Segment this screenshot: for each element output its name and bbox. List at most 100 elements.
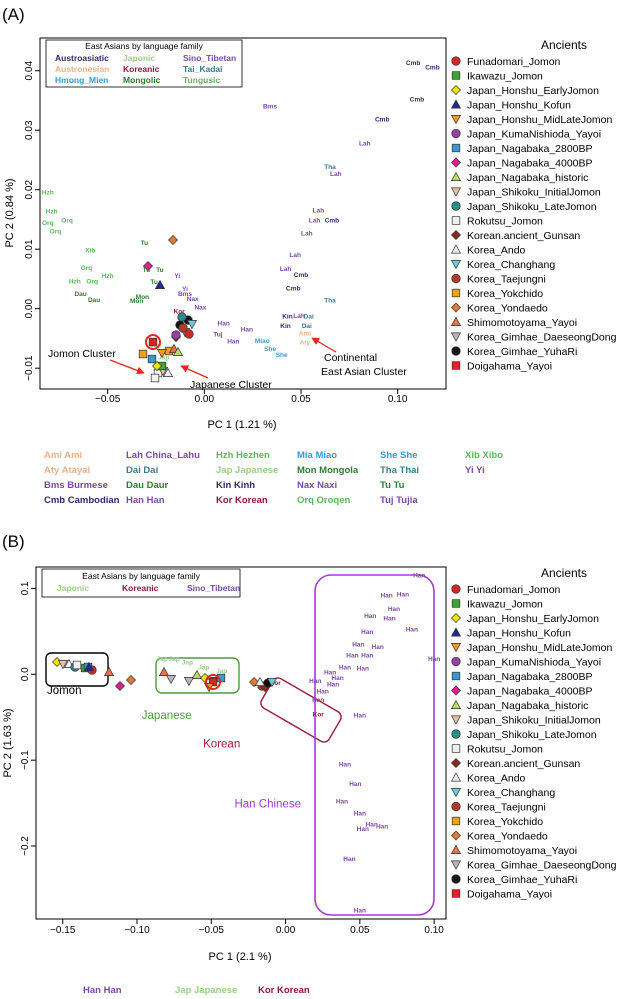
population-label-hzh: Hzh	[42, 190, 54, 197]
legend-marker-shimomotoyama-yayoi	[450, 316, 462, 326]
legend-marker-korea-ando	[450, 772, 462, 782]
panel-a-axes: −0.05 0.00 0.05 0.10 −0.01 0.00 0.01 0.02 0.03 0.…	[24, 61, 408, 405]
legend-marker-korean-ancient-gunsan	[451, 230, 461, 240]
legend-marker-japan-shikoku-initialjomon	[450, 187, 462, 197]
key-han-han: Han Han	[126, 495, 165, 506]
population-label-han: Han	[354, 907, 366, 914]
marker-japan-shikoku-initialjomon	[57, 660, 69, 670]
population-label-jap: Jap	[216, 668, 227, 675]
legend-marker-japan-honshu-midlatejomon	[450, 115, 462, 125]
marker-korea-yondaedo	[168, 235, 178, 245]
panel-a-highlight-circle	[145, 334, 161, 350]
marker-korea-taejungni	[178, 323, 188, 333]
legend-item-japan-nagabaka-historic: Japan_Nagabaka_historic	[467, 700, 588, 712]
population-label-xib: Xib	[85, 247, 95, 254]
population-label-hzh: Hzh	[69, 278, 81, 285]
marker-japan-nagabaka-historic	[191, 669, 203, 679]
legend-item-rokutsu-jomon: Rokutsu_Jomon	[467, 216, 543, 228]
marker-korea-ando	[254, 676, 266, 686]
population-label-cmb: Cmb	[286, 285, 300, 292]
legend-family-austronesian: Austronesian	[55, 64, 109, 74]
panel-a-y-axis-title: PC 2 (0.84 %)	[4, 178, 16, 247]
y-tick-label: −0.2	[20, 836, 31, 856]
legend-marker-korea-changhang	[450, 260, 462, 270]
population-label-kor: Kor	[174, 309, 186, 316]
cluster-label-korean: Korean	[203, 738, 240, 750]
population-label-lah: Lah	[280, 266, 292, 273]
panel-b-ancient-markers	[52, 657, 278, 693]
legend-item-korea-gimhae-daeseongdong: Korea_Gimhae_DaeseongDong	[467, 332, 617, 344]
y-tick-label: 0.02	[24, 180, 35, 200]
panel-b-axes: −0.15 −0.10 −0.05 0.00 0.05 0.10 −0.2 −0.1 0.0 0.…	[20, 581, 444, 936]
marker-japan-nagabaka-4000bp	[115, 681, 125, 691]
marker-korea-gimhae-daeseongdong	[165, 675, 177, 685]
population-label-cmb: Cmb	[406, 60, 420, 67]
legend-marker-korea-gimhae-daeseongdong	[450, 860, 462, 870]
legend-marker-japan-honshu-midlatejomon	[450, 643, 462, 653]
legend-item-japan-kumanishioda-yayoi: Japan_KumaNishioda_Yayoi	[467, 657, 601, 669]
legend-marker-japan-nagabaka-historic	[450, 699, 462, 709]
panel-a-legend-box	[45, 39, 243, 88]
legend-marker-japan-nagabaka-2800bp	[451, 143, 461, 153]
legend-marker-funadomari-jomon	[451, 584, 461, 594]
x-tick-label: 0.05	[291, 394, 311, 405]
legend-marker-shimomotoyama-yayoi	[450, 844, 462, 854]
legend-marker-korea-yondaedo	[451, 302, 461, 313]
x-tick-label: 0.00	[195, 394, 215, 405]
legend-marker-rokutsu-jomon	[451, 216, 461, 225]
marker-korea-changhang	[186, 320, 198, 330]
y-tick-label: 0.03	[24, 120, 35, 140]
population-label-han: Han	[339, 664, 351, 671]
marker-japan-nagabaka-historic	[172, 346, 184, 356]
legend-item-korea-gimhae-yuhari: Korea_Gimhae_YuhaRi	[467, 874, 577, 886]
population-label-tu: Tu	[143, 267, 150, 274]
key-jap-japanese: Jap Japanese	[175, 985, 237, 996]
population-label-cmb: Cmb	[325, 218, 339, 225]
ancients-legend-title: Ancients	[541, 566, 587, 580]
panel-a-legend-title: East Asians by language family	[85, 41, 203, 51]
population-label-han: Han	[397, 591, 409, 598]
legend-item-korea-yondaedo: Korea_Yondaedo	[467, 831, 548, 843]
marker-japan-honshu-kofun	[154, 279, 166, 289]
marker-korea-ando	[162, 367, 174, 377]
marker-shimomotoyama-yayoi	[103, 666, 115, 676]
population-label-han: Han	[366, 822, 378, 829]
annotation-japanese-cluster: Japanese Cluster	[190, 379, 272, 391]
legend-marker-korea-yokchido	[451, 288, 461, 298]
x-tick-label: 0.00	[276, 925, 296, 936]
annotation-continental: Continental	[324, 352, 377, 364]
panel-a-plot-frame	[39, 37, 447, 390]
panel-b-highlight-circle	[205, 674, 221, 690]
x-tick-label: −0.15	[50, 925, 76, 936]
legend-marker-japan-shikoku-initialjomon	[450, 715, 462, 725]
legend-item-funadomari-jomon: Funadomari_Jomon	[467, 56, 561, 68]
legend-item-korea-ando: Korea_Ando	[467, 773, 526, 785]
x-tick-label: −0.10	[124, 925, 150, 936]
cluster-label-han-chinese: Han Chinese	[234, 798, 300, 810]
key-mia-miao: Mia Miao	[297, 450, 337, 461]
panel-b-label: (B)	[2, 532, 25, 551]
y-tick-label: 0.04	[24, 61, 35, 81]
marker-japan-nagabaka-2800bp	[216, 673, 226, 683]
cluster-label-japanese: Japanese	[142, 710, 192, 722]
population-label-dai: Dai	[304, 313, 314, 320]
legend-family-japonic: Japonic	[123, 53, 155, 63]
population-label-han: Han	[331, 675, 343, 682]
arrow-jomon-cluster	[109, 359, 145, 375]
panel-b-population-key: Han Han Jap Japanese Kor Korean	[83, 985, 310, 996]
population-label-dai: Dai	[302, 323, 312, 330]
population-label-han: Han	[376, 823, 388, 830]
legend-item-japan-honshu-midlatejomon: Japan_Honshu_MidLateJomon	[467, 114, 613, 126]
legend-marker-funadomari-jomon	[451, 56, 461, 66]
panel-b-legend-title: East Asians by language family	[82, 571, 200, 581]
population-label-han: Han	[354, 810, 366, 817]
population-label-jap: Jap	[169, 656, 180, 663]
population-label-tu: Tu	[150, 279, 157, 286]
population-label-lah: Lah	[293, 313, 305, 320]
legend-item-japan-nagabaka-4000bp: Japan_Nagabaka_4000BP	[467, 686, 593, 698]
panel-a-language-family-legend: East Asians by language family Austroasi…	[45, 39, 243, 88]
panel-a-label: (A)	[2, 5, 25, 24]
panel-b-legend-entries: Japonic Koreanic Sino_Tibetan	[57, 583, 240, 593]
japanese-cluster-box	[155, 657, 240, 694]
